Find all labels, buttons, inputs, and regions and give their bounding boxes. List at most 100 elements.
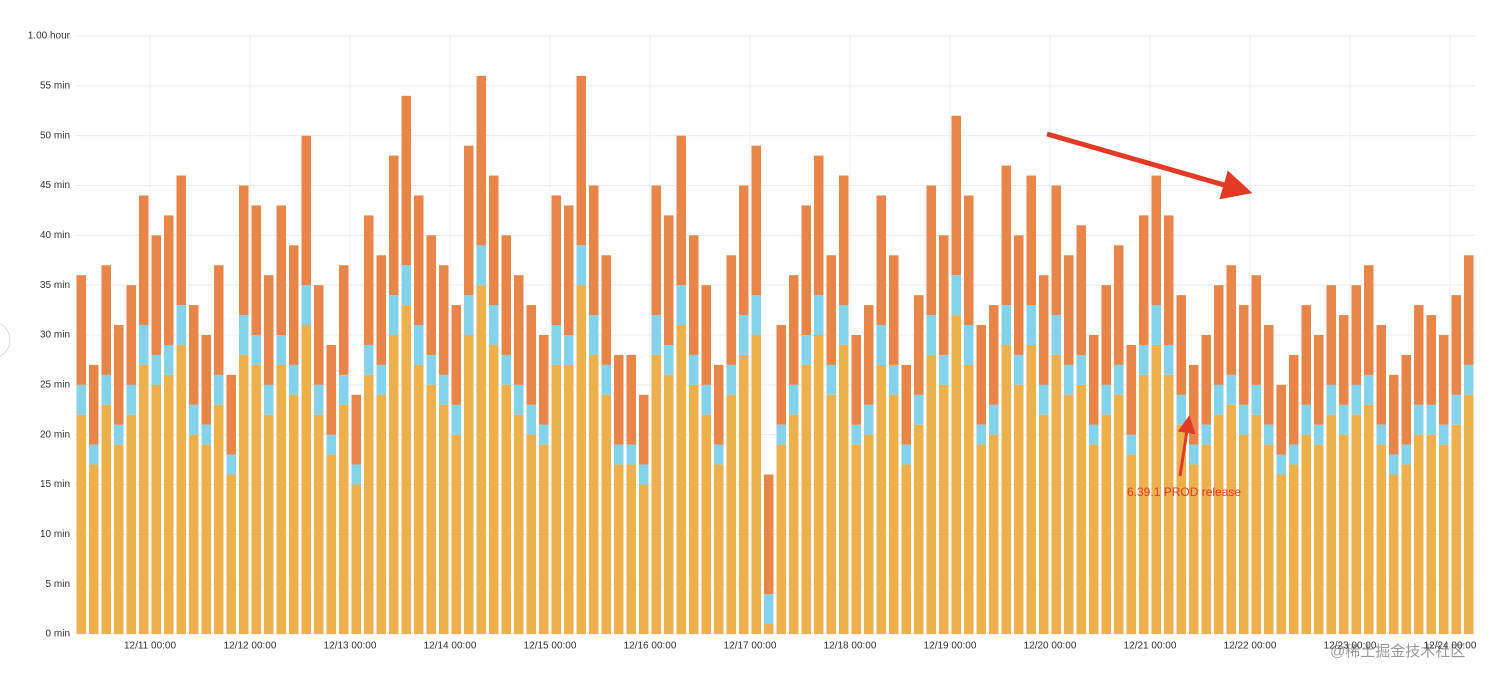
bar-segment xyxy=(1451,424,1461,634)
bar-segment xyxy=(1089,424,1099,445)
bar-segment xyxy=(126,285,136,385)
bar-segment xyxy=(776,325,786,425)
bar-segment xyxy=(914,424,924,634)
bar-segment xyxy=(1376,444,1386,634)
bar-segment xyxy=(139,195,149,326)
bar-segment xyxy=(364,344,374,375)
bar-segment xyxy=(576,285,586,634)
bar-segment xyxy=(1039,384,1049,415)
bar-segment xyxy=(414,195,424,326)
x-tick-label: 12/15 00:00 xyxy=(524,641,577,652)
bar-segment xyxy=(726,255,736,365)
bar-segment xyxy=(114,325,124,425)
y-tick-label: 30 min xyxy=(40,330,70,341)
bar-segment xyxy=(276,335,286,365)
bar-segment xyxy=(1139,344,1149,375)
bar-segment xyxy=(426,384,436,634)
bar-segment xyxy=(226,374,236,455)
bar-segment xyxy=(439,404,449,634)
bar-segment xyxy=(189,404,199,435)
bar-segment xyxy=(76,414,86,634)
bar-segment xyxy=(176,175,186,306)
bar-segment xyxy=(564,364,574,634)
bar-segment xyxy=(1464,364,1474,395)
bar-segment xyxy=(1051,354,1061,634)
bar-segment xyxy=(714,364,724,445)
bar-segment xyxy=(1201,335,1211,425)
bar-segment xyxy=(1439,424,1449,445)
bar-segment xyxy=(1289,464,1299,634)
bar-segment xyxy=(776,424,786,445)
bar-segment xyxy=(751,335,761,634)
bar-segment xyxy=(1239,404,1249,435)
bar-segment xyxy=(451,305,461,405)
bar-segment xyxy=(214,265,224,375)
bar-segment xyxy=(676,135,686,286)
bar-segment xyxy=(1314,424,1324,445)
bar-segment xyxy=(1264,325,1274,425)
bar-segment xyxy=(876,195,886,326)
bar-segment xyxy=(101,404,111,634)
bar-segment xyxy=(1176,394,1186,425)
bar-segment xyxy=(314,384,324,415)
bar-segment xyxy=(789,275,799,385)
bar-segment xyxy=(651,185,661,316)
bar-segment xyxy=(189,434,199,634)
bar-segment xyxy=(151,354,161,385)
x-tick-label: 12/21 00:00 xyxy=(1124,641,1177,652)
bar-segment xyxy=(914,295,924,395)
bar-segment xyxy=(664,374,674,634)
bar-segment xyxy=(889,255,899,365)
bar-segment xyxy=(514,275,524,385)
bar-segment xyxy=(1101,285,1111,385)
trend-arrow xyxy=(1046,131,1253,200)
bar-segment xyxy=(751,145,761,296)
bar-segment xyxy=(664,344,674,375)
bar-segment xyxy=(601,364,611,395)
bar-segment xyxy=(226,474,236,634)
bar-segment xyxy=(1001,165,1011,306)
bar-segment xyxy=(701,414,711,634)
bar-segment xyxy=(1251,384,1261,415)
bar-segment xyxy=(526,305,536,405)
bar-segment xyxy=(601,394,611,634)
bar-segment xyxy=(939,354,949,385)
bar-segment xyxy=(426,235,436,355)
bar-segment xyxy=(1064,255,1074,365)
bar-segment xyxy=(601,255,611,365)
bar-segment xyxy=(1276,454,1286,475)
bar-segment xyxy=(676,285,686,326)
bar-segment xyxy=(864,404,874,435)
bar-segment xyxy=(901,464,911,634)
bar-segment xyxy=(689,384,699,634)
bar-segment xyxy=(1226,374,1236,405)
bar-segment xyxy=(1001,344,1011,634)
bar-segment xyxy=(739,185,749,316)
bar-segment xyxy=(764,474,774,595)
bar-segment xyxy=(1401,444,1411,465)
bar-segment xyxy=(1451,394,1461,425)
bar-segment xyxy=(589,354,599,634)
bar-segment xyxy=(414,325,424,365)
bar-segment xyxy=(926,315,936,355)
bar-segment xyxy=(1051,185,1061,316)
bar-segment xyxy=(651,315,661,355)
bar-segment xyxy=(1351,414,1361,634)
bar-segment xyxy=(276,205,286,335)
bar-segment xyxy=(1389,374,1399,455)
bar-segment xyxy=(914,394,924,425)
bar-segment xyxy=(76,384,86,415)
bar-segment xyxy=(1239,434,1249,634)
y-tick-label: 25 min xyxy=(40,379,70,390)
bar-segment xyxy=(801,335,811,365)
bar-segment xyxy=(1089,335,1099,425)
bar-segment xyxy=(301,325,311,634)
bar-segment xyxy=(839,175,849,306)
bar-segment xyxy=(1389,474,1399,634)
bar-segment xyxy=(626,464,636,634)
bar-segment xyxy=(1189,464,1199,634)
bar-segment xyxy=(501,354,511,385)
bar-segment xyxy=(439,374,449,405)
bar-segment xyxy=(1401,354,1411,445)
